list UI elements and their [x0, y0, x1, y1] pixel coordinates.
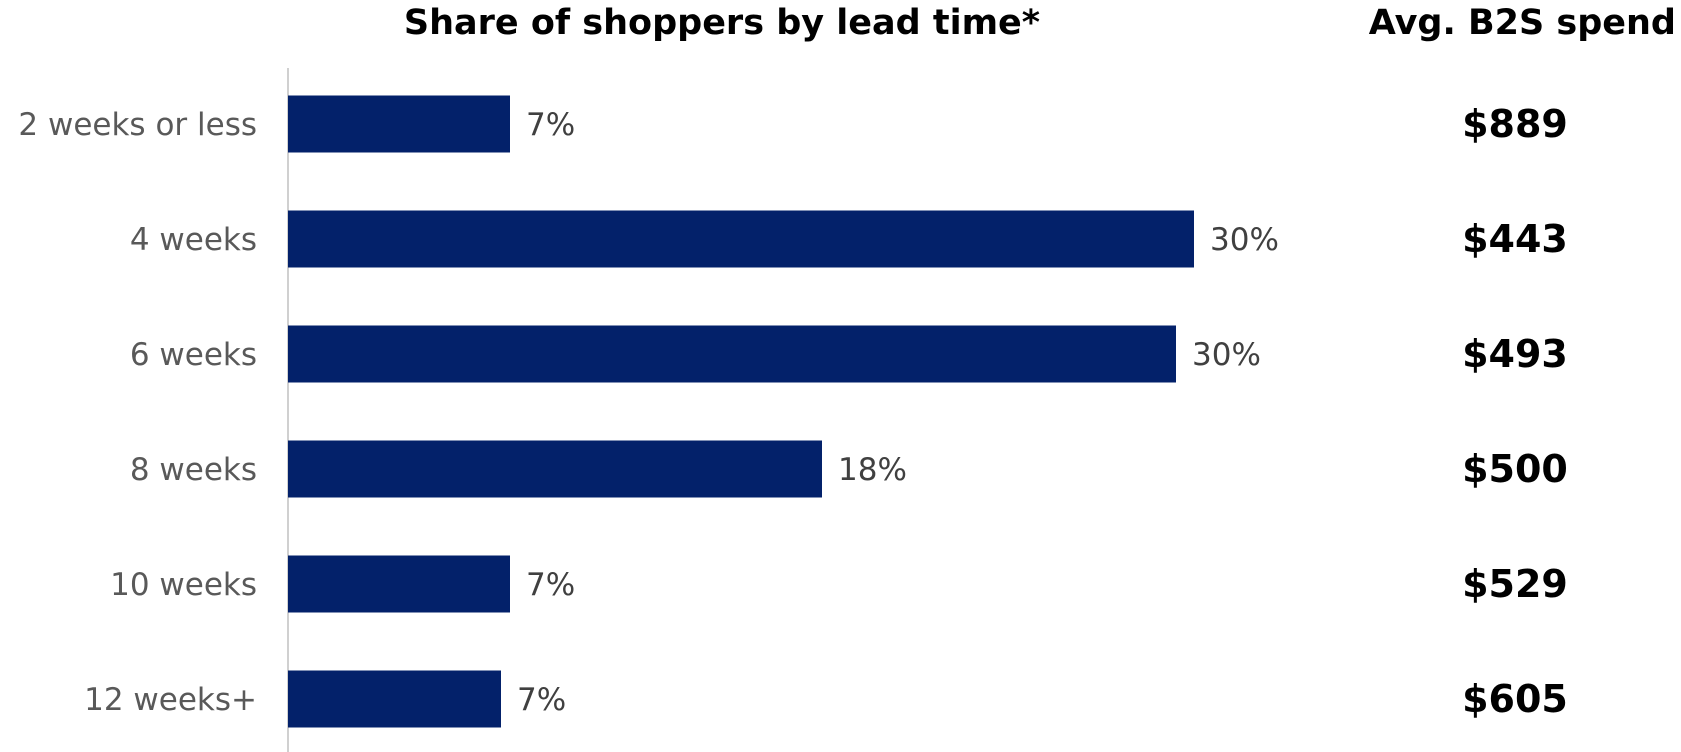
- bar: [288, 670, 501, 728]
- avg-spend-value: $443: [1462, 217, 1568, 261]
- bar-data-label: 7%: [517, 682, 566, 718]
- bar: [288, 325, 1176, 383]
- bar-data-label: 18%: [838, 452, 907, 488]
- bar-data-label: 7%: [526, 567, 575, 603]
- bar-data-label: 30%: [1192, 337, 1261, 373]
- bar: [288, 95, 510, 153]
- avg-spend-value: $493: [1462, 332, 1568, 376]
- bar-data-label: 30%: [1210, 222, 1279, 258]
- category-label: 8 weeks: [130, 452, 257, 488]
- category-label: 10 weeks: [110, 567, 257, 603]
- bar: [288, 210, 1194, 268]
- avg-spend-value: $605: [1462, 677, 1568, 721]
- chart-title: Share of shoppers by lead time*: [404, 3, 1040, 43]
- category-label: 6 weeks: [130, 337, 257, 373]
- bar: [288, 555, 510, 613]
- bar: [288, 440, 822, 498]
- bar-data-label: 7%: [526, 107, 575, 143]
- category-label: 4 weeks: [130, 222, 257, 258]
- chart-rows: 2 weeks or less 7% $889 4 weeks 30% $443 6 wee…: [18, 95, 1568, 728]
- spend-column-title: Avg. B2S spend: [1369, 3, 1676, 43]
- category-label: 12 weeks+: [84, 682, 257, 718]
- avg-spend-value: $529: [1462, 562, 1568, 606]
- category-label: 2 weeks or less: [18, 107, 257, 143]
- avg-spend-value: $500: [1462, 447, 1568, 491]
- avg-spend-value: $889: [1462, 102, 1568, 146]
